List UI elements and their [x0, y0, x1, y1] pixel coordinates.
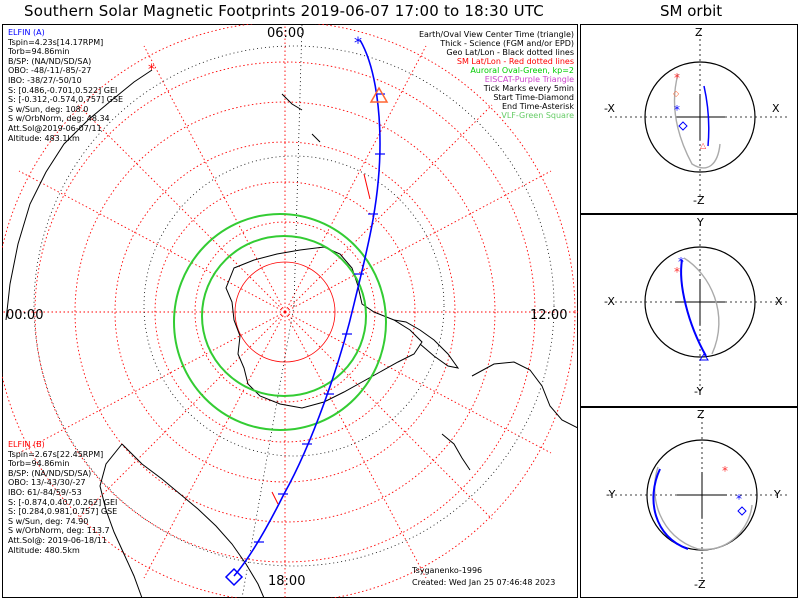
- legend-item: EISCAT-Purple Triangle: [484, 75, 574, 84]
- end-asterisk-a: *: [354, 33, 362, 52]
- orbit-panel-xy-frame: [580, 214, 798, 407]
- mlt-label-left: 00:00: [6, 308, 44, 323]
- svg-text:*: *: [678, 255, 684, 269]
- elfin-b-line: S: [-0.874,0.407,0.262] GEI: [8, 497, 118, 507]
- elfin-b-name: ELFIN (B): [8, 440, 45, 449]
- legend-item: Geo Lat/Lon - Black dotted lines: [446, 48, 574, 57]
- track-a-ticks: [254, 93, 385, 543]
- australia-outline: [471, 361, 578, 429]
- orbit3-label-bottom: -Z: [694, 578, 706, 591]
- view-center-triangle: [369, 86, 389, 103]
- elfin-a-line: Tspin=4.23s[14.17RPM]: [8, 37, 104, 47]
- elfin-b-line: Torb=94.86min: [8, 459, 70, 469]
- elfin-a-line: S w/Sun, deg: 108.0: [8, 104, 89, 114]
- legend-item: Earth/Oval View Center Time (triangle): [418, 30, 574, 39]
- islands-top: [281, 93, 321, 143]
- polar-map-frame: [2, 24, 578, 598]
- orbit-panel-yz: * *: [610, 417, 790, 587]
- elfin-a-line: OBO: -48/-11/-85/-27: [8, 66, 92, 76]
- orbit2-label-top: Y: [697, 216, 704, 229]
- svg-text:*: *: [674, 71, 680, 85]
- elfin-a-line: B/SP: (NA/ND/SD/SA): [8, 56, 92, 66]
- track-elfin-b: [271, 173, 371, 505]
- orbit3-label-right: Y: [774, 488, 781, 501]
- elfin-b-line: OBO: 13/-43/30/-27: [8, 478, 86, 488]
- orbit2-label-left: -X: [604, 295, 615, 308]
- mlt-label-top: 06:00: [267, 26, 305, 41]
- elfin-a-line: S w/OrbNorm, deg: 48.34: [8, 114, 110, 124]
- created-timestamp: Created: Wed Jan 25 07:46:48 2023: [412, 578, 556, 587]
- legend-item: Auroral Oval-Green, kp=2: [470, 66, 574, 75]
- elfin-a-line: Att.Sol@2019-06-07/11: [8, 123, 102, 133]
- model-credit: Tsyganenko-1996: [412, 566, 483, 575]
- elfin-b-line: B/SP: (NA/ND/SD/SA): [8, 468, 92, 478]
- svg-text:◇: ◇: [673, 89, 680, 98]
- orbit1-label-top: Z: [695, 26, 703, 39]
- svg-text:△: △: [700, 141, 707, 150]
- orbit2-label-bottom: -Y: [694, 385, 704, 398]
- elfin-b-line: Tspin=2.67s[22.45RPM]: [8, 449, 104, 459]
- africa-outline: [5, 69, 153, 321]
- orbit3-label-left: -Y: [606, 488, 616, 501]
- orbit2-label-right: X: [775, 295, 783, 308]
- orbit1-label-left: -X: [604, 102, 615, 115]
- elfin-a-name: ELFIN (A): [8, 28, 45, 37]
- legend-item: SM Lat/Lon - Red dotted lines: [456, 57, 574, 66]
- legend-item: Start Time-Diamond: [493, 93, 574, 102]
- orbit1-label-right: X: [772, 102, 780, 115]
- mlt-label-right: 12:00: [530, 308, 568, 323]
- svg-text:*: *: [736, 492, 742, 506]
- elfin-b-line: IBO: 61/-84/59/-53: [8, 487, 82, 497]
- start-diamond-a: [224, 567, 244, 587]
- south-america-outline: [99, 443, 265, 598]
- polar-map: * *: [2, 24, 578, 598]
- elfin-b-line: S w/OrbNorm, deg: 113.7: [8, 526, 110, 536]
- elfin-b-line: S: [0.284,0.981,0.757] GSE: [8, 507, 118, 517]
- elfin-b-line: Altitude: 480.5km: [8, 545, 80, 555]
- orbit1-label-bottom: -Z: [693, 194, 705, 207]
- elfin-b-line: S w/Sun, deg: 74.90: [8, 516, 89, 526]
- orbit-panel-xz: * ◇ * △: [610, 34, 790, 204]
- orbit-panel-yz-frame: [580, 407, 798, 598]
- orbit3-label-top: Z: [697, 408, 705, 421]
- elfin-a-line: S: [-0.312,-0.574,0.757] GSE: [8, 95, 123, 105]
- elfin-a-line: Torb=94.86min: [8, 47, 70, 57]
- svg-text:*: *: [722, 464, 728, 478]
- legend-item: End Time-Asterisk: [501, 102, 574, 111]
- legend: Earth/Oval View Center Time (triangle) T…: [419, 30, 574, 120]
- elfin-a-info: ELFIN (A) Tspin=4.23s[14.17RPM] Torb=94.…: [8, 28, 123, 143]
- elfin-b-info: ELFIN (B) Tspin=2.67s[22.45RPM] Torb=94.…: [8, 440, 117, 555]
- orbit-panel-xz-frame: [580, 24, 798, 214]
- sm-pole-circle: [234, 261, 336, 363]
- antarctic-peninsula: [393, 319, 460, 369]
- svg-text:*: *: [674, 103, 680, 117]
- geo-grid: [33, 24, 555, 598]
- end-asterisk-b: *: [148, 62, 155, 78]
- legend-item: VLF-Green Square: [501, 111, 574, 120]
- orbit-title: SM orbit: [660, 2, 723, 20]
- elfin-a-line: IBO: -38/27/-50/10: [8, 75, 82, 85]
- sm-grid: [2, 24, 578, 598]
- svg-text:*: *: [674, 265, 680, 279]
- orbit-panel-xy: * *: [610, 224, 790, 394]
- elfin-b-line: Att.Sol@: 2019-06-18/11: [8, 535, 107, 545]
- main-title: Southern Solar Magnetic Footprints 2019-…: [24, 2, 544, 20]
- legend-item: Thick - Science (FGM and/or EPD): [440, 39, 574, 48]
- antarctica-outline: [225, 246, 423, 409]
- mlt-label-bottom: 18:00: [268, 574, 306, 589]
- new-zealand-outline: [441, 433, 471, 471]
- auroral-oval: [173, 213, 387, 431]
- elfin-a-line: S: [0.486,-0.701,0.522] GEI: [8, 85, 118, 95]
- legend-item: Tick Marks every 5min: [483, 84, 574, 93]
- track-elfin-a: [233, 39, 381, 577]
- elfin-a-line: Altitude: 483.1km: [8, 133, 80, 143]
